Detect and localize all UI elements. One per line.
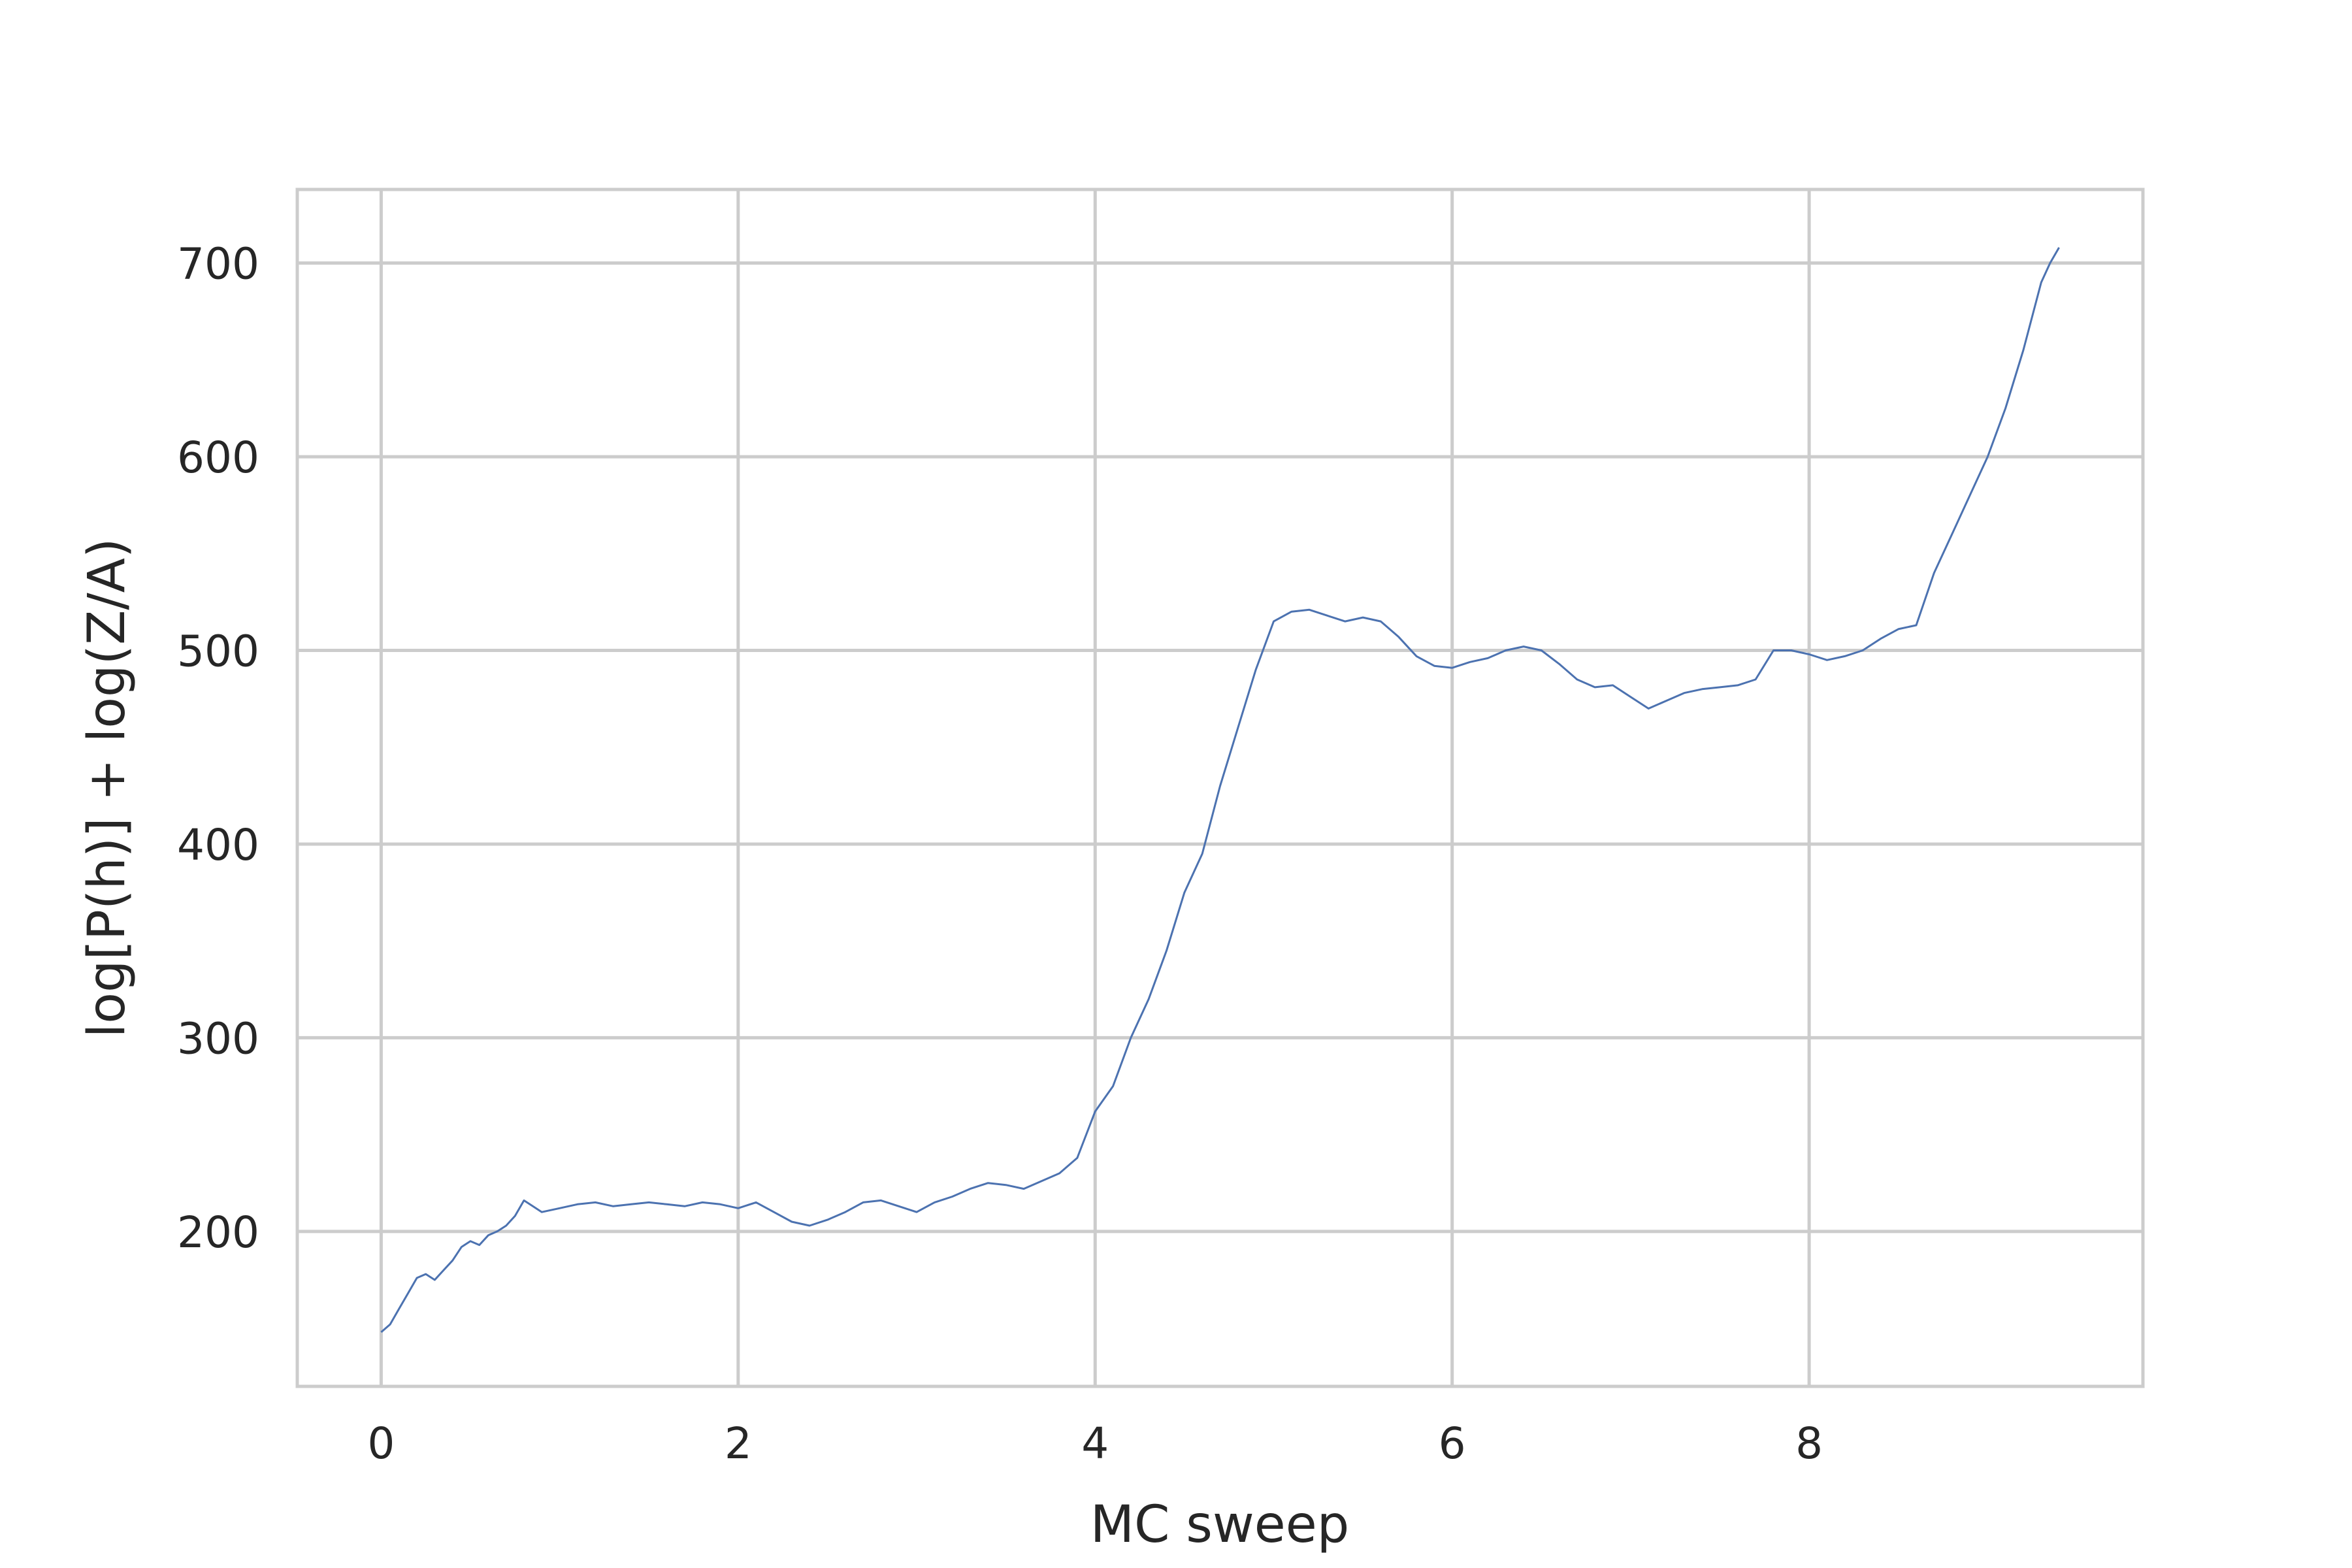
y-tick-label: 400 <box>177 820 259 870</box>
y-tick-label: 300 <box>177 1013 259 1064</box>
x-axis-label: MC sweep <box>1090 1495 1349 1554</box>
tick-labels: 0 2 4 6 8 200 300 400 500 600 700 <box>177 239 1823 1469</box>
y-tick-label: 600 <box>177 433 259 483</box>
x-tick-label: 4 <box>1081 1418 1109 1469</box>
x-tick-label: 0 <box>367 1418 395 1469</box>
x-tick-label: 2 <box>725 1418 752 1469</box>
y-tick-label: 700 <box>177 239 259 289</box>
series-group <box>380 247 2060 1333</box>
plot-frame <box>295 188 2145 1388</box>
series-line <box>380 247 2060 1333</box>
x-tick-label: 8 <box>1795 1418 1823 1469</box>
x-tick-label: 6 <box>1439 1418 1466 1469</box>
y-axis-label: log[P(h)] + log(Z/A) <box>78 538 137 1038</box>
y-tick-label: 500 <box>177 627 259 677</box>
y-tick-label: 200 <box>177 1207 259 1258</box>
grid <box>297 189 2143 1386</box>
